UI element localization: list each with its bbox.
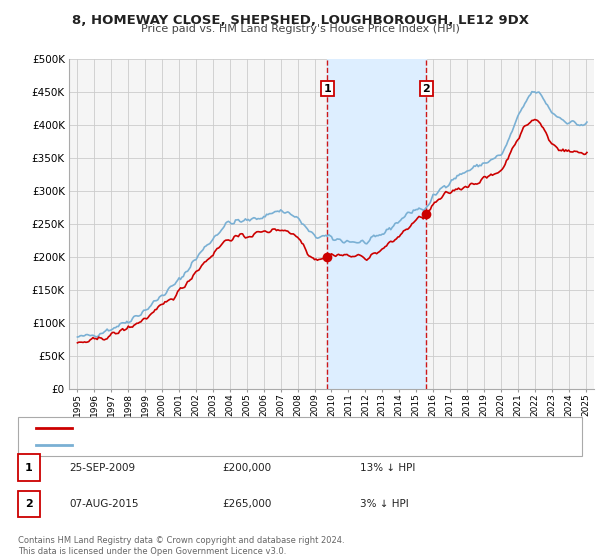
Text: 8, HOMEWAY CLOSE, SHEPSHED, LOUGHBOROUGH, LE12 9DX (detached house): 8, HOMEWAY CLOSE, SHEPSHED, LOUGHBOROUGH… bbox=[81, 423, 473, 433]
Text: This data is licensed under the Open Government Licence v3.0.: This data is licensed under the Open Gov… bbox=[18, 547, 286, 556]
Text: 25-SEP-2009: 25-SEP-2009 bbox=[69, 463, 135, 473]
Text: £265,000: £265,000 bbox=[222, 499, 271, 509]
Text: HPI: Average price, detached house, Charnwood: HPI: Average price, detached house, Char… bbox=[81, 440, 317, 450]
Text: Contains HM Land Registry data © Crown copyright and database right 2024.: Contains HM Land Registry data © Crown c… bbox=[18, 536, 344, 545]
Bar bbox=[327, 59, 427, 389]
Text: 13% ↓ HPI: 13% ↓ HPI bbox=[360, 463, 415, 473]
Text: 8, HOMEWAY CLOSE, SHEPSHED, LOUGHBOROUGH, LE12 9DX: 8, HOMEWAY CLOSE, SHEPSHED, LOUGHBOROUGH… bbox=[71, 14, 529, 27]
Text: 3% ↓ HPI: 3% ↓ HPI bbox=[360, 499, 409, 509]
Text: 2: 2 bbox=[25, 499, 33, 509]
Text: £200,000: £200,000 bbox=[222, 463, 271, 473]
Text: 2: 2 bbox=[422, 83, 430, 94]
Text: 1: 1 bbox=[323, 83, 331, 94]
Text: Price paid vs. HM Land Registry's House Price Index (HPI): Price paid vs. HM Land Registry's House … bbox=[140, 24, 460, 34]
Text: 07-AUG-2015: 07-AUG-2015 bbox=[69, 499, 139, 509]
Text: 1: 1 bbox=[25, 463, 33, 473]
